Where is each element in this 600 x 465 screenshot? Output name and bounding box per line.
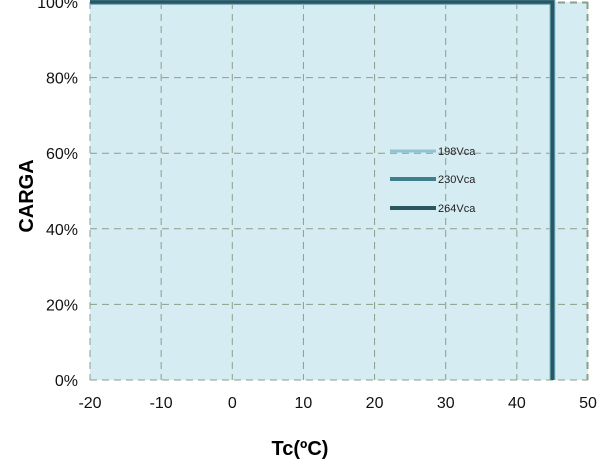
plot-area [90,2,588,380]
x-tick-label-0: -20 [78,395,101,412]
x-tick-label-5: 30 [437,395,455,412]
series-lines [90,0,556,380]
y-tick-label-1: 20% [46,297,78,314]
y-tick-label-0: 0% [55,373,78,390]
legend-label-198Vca: 198Vca [438,146,476,158]
x-tick-label-7: 50 [579,395,597,412]
x-tick-label-3: 10 [295,395,313,412]
y-tick-label-5: 100% [37,0,78,12]
y-axis-ticks: 0% 20% 40% 60% 80% 100% [37,0,78,390]
y-axis-title: CARGA [16,159,38,232]
legend-label-264Vca: 264Vca [438,203,476,215]
y-tick-label-3: 60% [46,146,78,163]
y-tick-label-4: 80% [46,71,78,88]
series-line-264Vca [90,0,554,380]
x-axis-ticks: -20 -10 0 10 20 30 40 50 [78,395,597,412]
legend-label-230Vca: 230Vca [438,174,476,186]
x-tick-label-6: 40 [508,395,526,412]
y-tick-label-2: 40% [46,222,78,239]
x-tick-label-4: 20 [366,395,384,412]
x-tick-label-2: 0 [228,395,237,412]
x-axis-title: Tc(ºC) [272,438,329,460]
x-tick-label-1: -10 [150,395,173,412]
legend: 198Vca 230Vca 264Vca [390,146,476,215]
grid [89,1,589,381]
